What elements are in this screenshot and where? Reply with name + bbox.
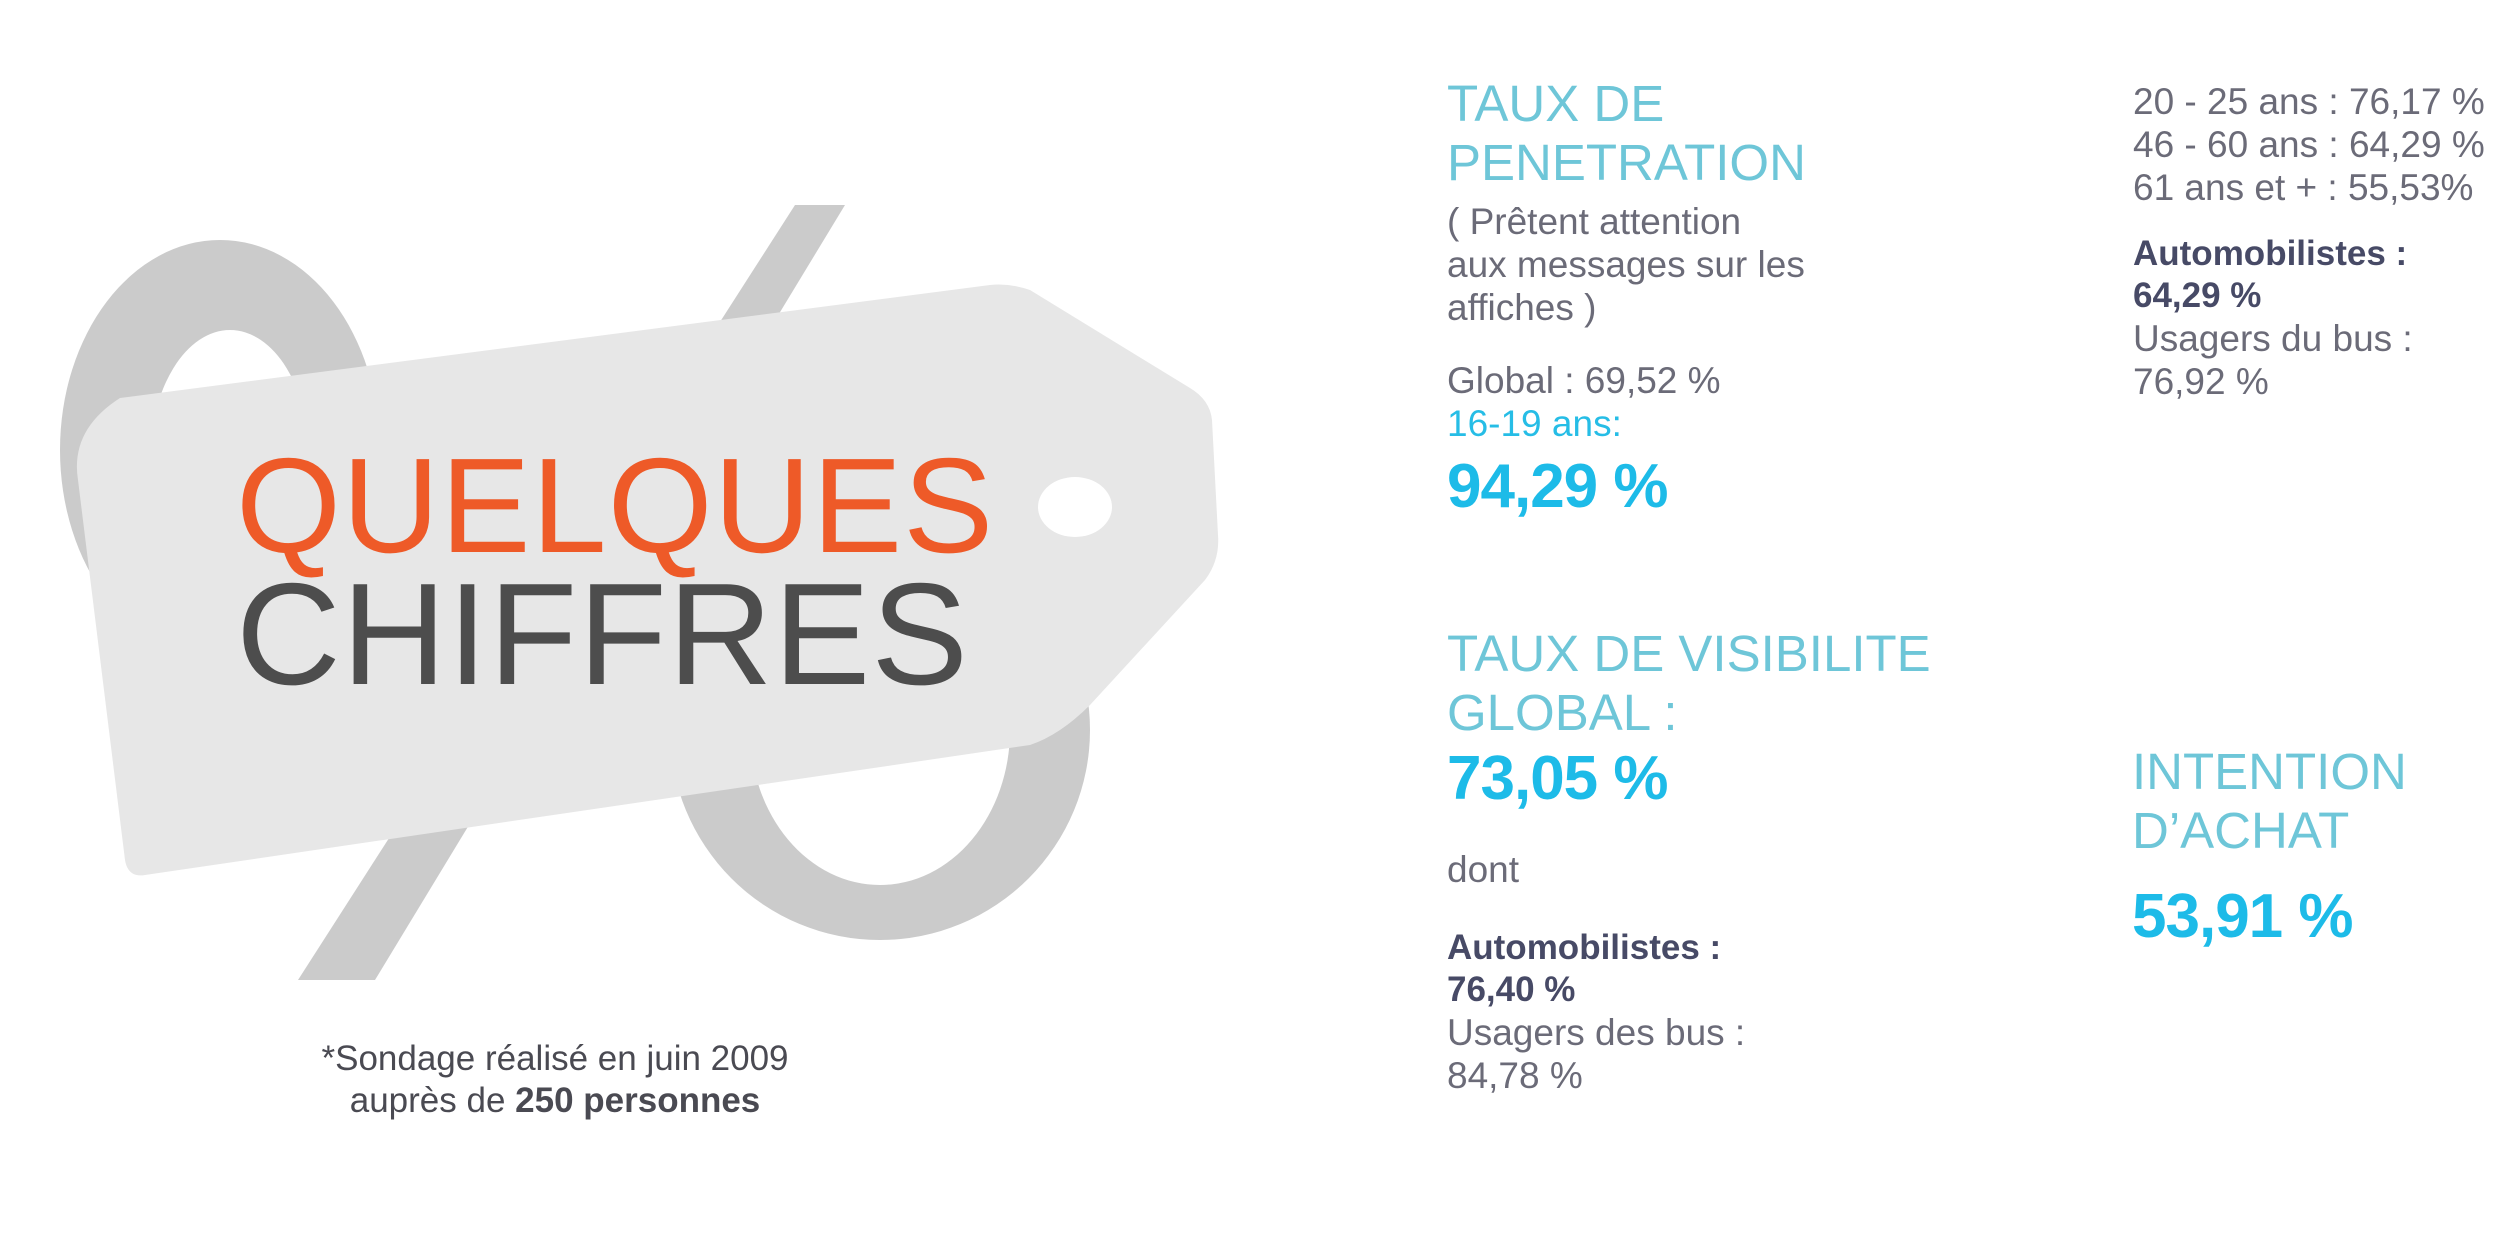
footnote-count: 250 personnes (515, 1081, 761, 1120)
penetration-section: TAUX DE PENETRATION ( Prêtent attention … (1447, 74, 2007, 524)
price-tag-percent-illustration (60, 205, 1219, 980)
penetration-note-line3: affiches ) (1447, 287, 1597, 328)
age-drivers-value: 64,29 % (2133, 276, 2262, 315)
age-bus-value: 76,92 % (2133, 361, 2269, 402)
footnote-prefix: auprès de (349, 1081, 516, 1120)
visibility-dont: dont (1447, 849, 1520, 890)
visibility-drivers-value: 76,40 % (1447, 970, 1576, 1009)
purchase-title-line1: INTENTION (2132, 743, 2407, 800)
age-row-20-25: 20 - 25 ans : 76,17 % (2133, 81, 2485, 122)
visibility-title-line2: GLOBAL : (1447, 684, 1678, 741)
visibility-section: TAUX DE VISIBILITE GLOBAL : 73,05 % dont… (1447, 624, 2067, 1097)
age-row-61-plus: 61 ans et + : 55,53% (2133, 167, 2474, 208)
age-breakdown-section: 20 - 25 ans : 76,17 % 46 - 60 ans : 64,2… (2133, 80, 2500, 403)
penetration-age-value: 94,29 % (1447, 452, 1669, 521)
footnote-line1: *Sondage réalisé en juin 2009 (321, 1039, 789, 1078)
penetration-note-line1: ( Prêtent attention (1447, 201, 1742, 242)
purchase-value: 53,91 % (2132, 882, 2354, 951)
age-drivers-label: Automobilistes : (2133, 234, 2408, 273)
penetration-global: Global : 69,52 % (1447, 360, 1721, 401)
footnote-line2: auprès de 250 personnes (280, 1080, 830, 1122)
visibility-bus-label: Usagers des bus : (1447, 1012, 1746, 1053)
visibility-bus-value: 84,78 % (1447, 1055, 1583, 1096)
purchase-intention-section: INTENTION D’ACHAT 53,91 % (2132, 742, 2492, 954)
survey-footnote: *Sondage réalisé en juin 2009 auprès de … (280, 1038, 830, 1122)
age-bus-label: Usagers du bus : (2133, 318, 2413, 359)
penetration-title-line1: TAUX DE (1447, 75, 1665, 132)
visibility-drivers-label: Automobilistes : (1447, 928, 1722, 967)
penetration-note-line2: aux messages sur les (1447, 244, 1805, 285)
tag-hole (1038, 477, 1112, 537)
penetration-age-label: 16-19 ans: (1447, 403, 1622, 444)
tag-title-line2: CHIFFRES (236, 553, 969, 715)
visibility-value: 73,05 % (1447, 744, 1669, 813)
age-row-46-60: 46 - 60 ans : 64,29 % (2133, 124, 2485, 165)
visibility-title-line1: TAUX DE VISIBILITE (1447, 625, 1931, 682)
purchase-title-line2: D’ACHAT (2132, 802, 2350, 859)
penetration-title-line2: PENETRATION (1447, 134, 1806, 191)
price-tag-shape (76, 284, 1219, 876)
tag-title-line1: QUELQUES (236, 430, 995, 581)
